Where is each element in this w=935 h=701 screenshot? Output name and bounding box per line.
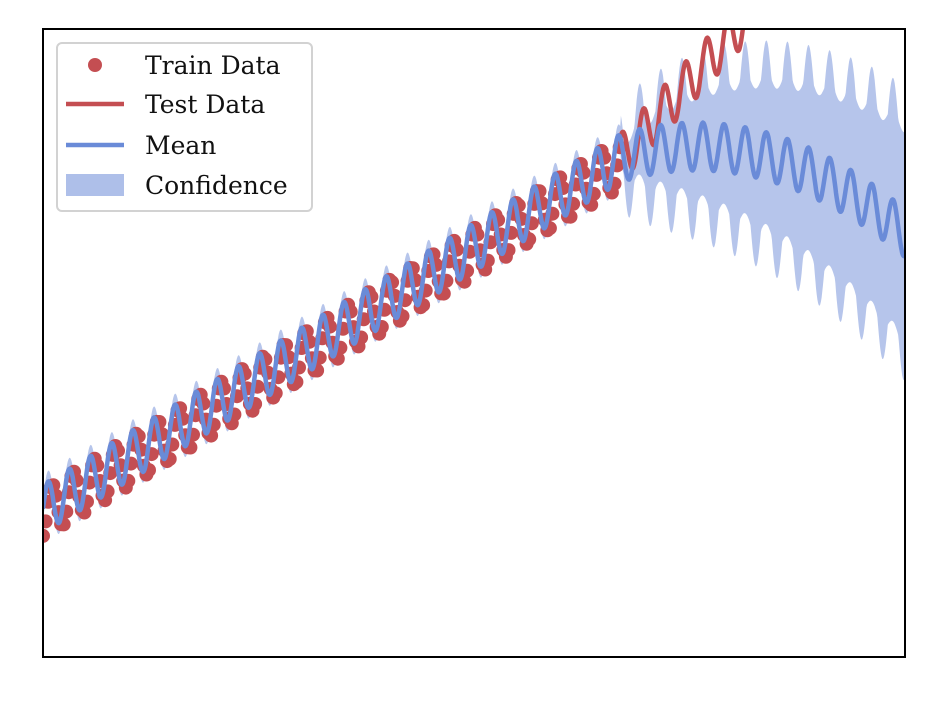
mean-line: [43, 120, 905, 526]
legend-marker-train: [88, 58, 102, 72]
plot-frame: [42, 28, 906, 658]
legend-label-test: Test Data: [145, 90, 265, 119]
train-data-point-1: [43, 514, 53, 529]
legend-box: [56, 42, 313, 212]
legend-label-confidence: Confidence: [145, 171, 288, 200]
test-data-line: [618, 29, 761, 171]
legend-marker-confidence: [66, 174, 124, 196]
train-data-point-0: [43, 528, 50, 543]
legend: Train Data Test Data Mean Confidence: [56, 42, 313, 212]
legend-label-mean: Mean: [145, 131, 216, 160]
legend-label-train: Train Data: [145, 51, 281, 80]
